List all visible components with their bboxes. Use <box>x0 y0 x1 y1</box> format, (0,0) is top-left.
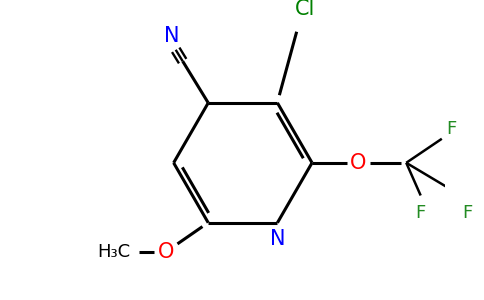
Text: Cl: Cl <box>295 0 316 19</box>
Text: O: O <box>350 153 366 173</box>
Text: F: F <box>463 204 473 222</box>
Text: O: O <box>158 242 174 262</box>
Text: F: F <box>446 120 456 138</box>
Text: N: N <box>270 229 285 249</box>
Text: H₃C: H₃C <box>97 243 131 261</box>
Text: N: N <box>164 26 180 46</box>
Text: F: F <box>416 204 426 222</box>
